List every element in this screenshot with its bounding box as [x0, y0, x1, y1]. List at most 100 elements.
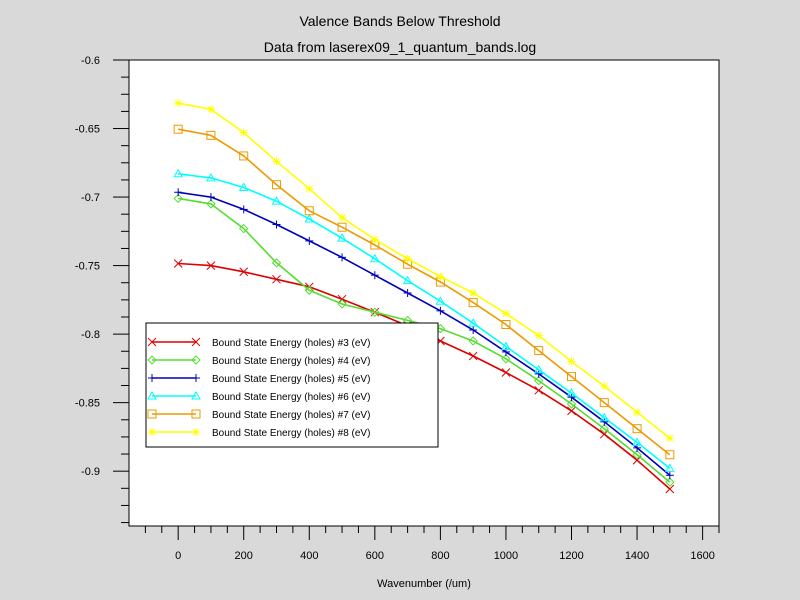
marker-stroke	[404, 255, 411, 263]
marker-stroke	[469, 289, 477, 297]
data-point	[271, 196, 282, 205]
series-line	[178, 128, 671, 456]
x-tick-label: 200	[235, 550, 253, 562]
data-point	[600, 417, 609, 426]
data-point	[272, 274, 281, 284]
data-point	[501, 341, 511, 350]
data-point	[148, 428, 156, 436]
marker-shape	[206, 199, 216, 209]
x-tick-label: 1600	[690, 550, 714, 562]
marker-shape	[337, 233, 347, 242]
series-line	[178, 173, 671, 470]
data-point	[174, 188, 183, 197]
data-point	[370, 271, 379, 280]
data-point	[501, 368, 511, 377]
data-point	[206, 105, 215, 114]
marker-shape	[468, 336, 478, 346]
marker-shape	[533, 364, 544, 374]
y-tick-label: -0.8	[81, 329, 100, 341]
data-point	[304, 213, 315, 223]
data-point	[148, 374, 156, 382]
data-point	[239, 128, 248, 137]
marker-shape	[665, 477, 675, 487]
data-point	[206, 261, 216, 270]
data-point	[665, 471, 674, 480]
legend-item: Bound State Energy (holes) #6 (eV)	[147, 390, 370, 403]
marker-shape	[369, 253, 380, 263]
marker-shape	[599, 412, 610, 422]
data-point	[239, 205, 248, 214]
x-axis-label: Wavenumber (/um)	[377, 578, 471, 590]
data-point	[468, 336, 478, 346]
marker-shape	[567, 372, 576, 382]
data-point	[633, 408, 642, 417]
data-point	[468, 298, 478, 308]
marker-shape	[147, 409, 157, 419]
x-tick-label: 0	[175, 550, 181, 562]
data-point	[337, 233, 347, 242]
marker-stroke	[534, 385, 544, 395]
marker-shape	[632, 437, 642, 446]
x-tick-label: 600	[366, 550, 384, 562]
marker-shape	[665, 450, 675, 460]
marker-shape	[599, 423, 609, 434]
data-point	[632, 437, 642, 446]
y-axis: -0.6 -0.65 -0.7 -0.75 -0.8 -0.85 -0.9	[75, 55, 129, 524]
data-point	[338, 253, 347, 262]
marker-shape	[435, 296, 446, 305]
marker-shape	[337, 222, 347, 232]
data-point	[632, 450, 642, 460]
marker-shape	[534, 346, 544, 356]
y-tick-label: -0.6	[81, 55, 100, 67]
data-point	[206, 172, 216, 182]
marker-stroke	[501, 368, 511, 377]
marker-stroke	[568, 358, 575, 365]
data-point	[468, 351, 478, 361]
marker-shape	[501, 354, 511, 364]
data-point	[403, 254, 412, 263]
data-point	[533, 364, 544, 374]
data-point	[147, 337, 157, 347]
data-point	[206, 193, 215, 202]
marker-stroke	[173, 259, 183, 268]
data-point	[534, 331, 543, 340]
data-point	[304, 206, 314, 216]
data-point	[567, 357, 576, 366]
series-line	[178, 102, 671, 439]
marker-stroke	[148, 428, 156, 436]
marker-shape	[272, 180, 281, 190]
marker-stroke	[535, 332, 543, 339]
marker-stroke	[633, 408, 641, 416]
data-point	[567, 406, 576, 416]
marker-shape	[370, 307, 380, 317]
marker-shape	[173, 168, 184, 178]
marker-stroke	[191, 337, 201, 347]
legend-label: Bound State Energy (holes) #8 (eV)	[212, 428, 370, 439]
marker-shape	[238, 182, 249, 191]
data-point	[665, 477, 675, 487]
marker-stroke	[437, 273, 444, 280]
chart-subtitle: Data from laserex09_1_quantum_bands.log	[264, 39, 536, 55]
marker-shape	[304, 285, 314, 295]
marker-stroke	[337, 294, 347, 304]
marker-stroke	[240, 129, 248, 136]
legend-label: Bound State Energy (holes) #5 (eV)	[212, 374, 370, 385]
data-point	[337, 299, 347, 309]
marker-shape	[304, 206, 314, 216]
marker-shape	[206, 172, 216, 182]
y-tick-label: -0.9	[81, 466, 100, 478]
data-point	[337, 222, 347, 232]
data-point	[468, 318, 479, 327]
data-point	[534, 376, 544, 386]
data-point	[599, 398, 609, 408]
data-point	[272, 180, 281, 190]
data-point	[436, 272, 445, 281]
data-point	[206, 199, 216, 209]
data-point	[534, 346, 544, 356]
data-point	[501, 354, 511, 364]
data-point	[632, 424, 642, 434]
marker-shape	[337, 299, 347, 309]
data-point	[566, 388, 577, 397]
y-tick-label: -0.75	[75, 261, 100, 273]
